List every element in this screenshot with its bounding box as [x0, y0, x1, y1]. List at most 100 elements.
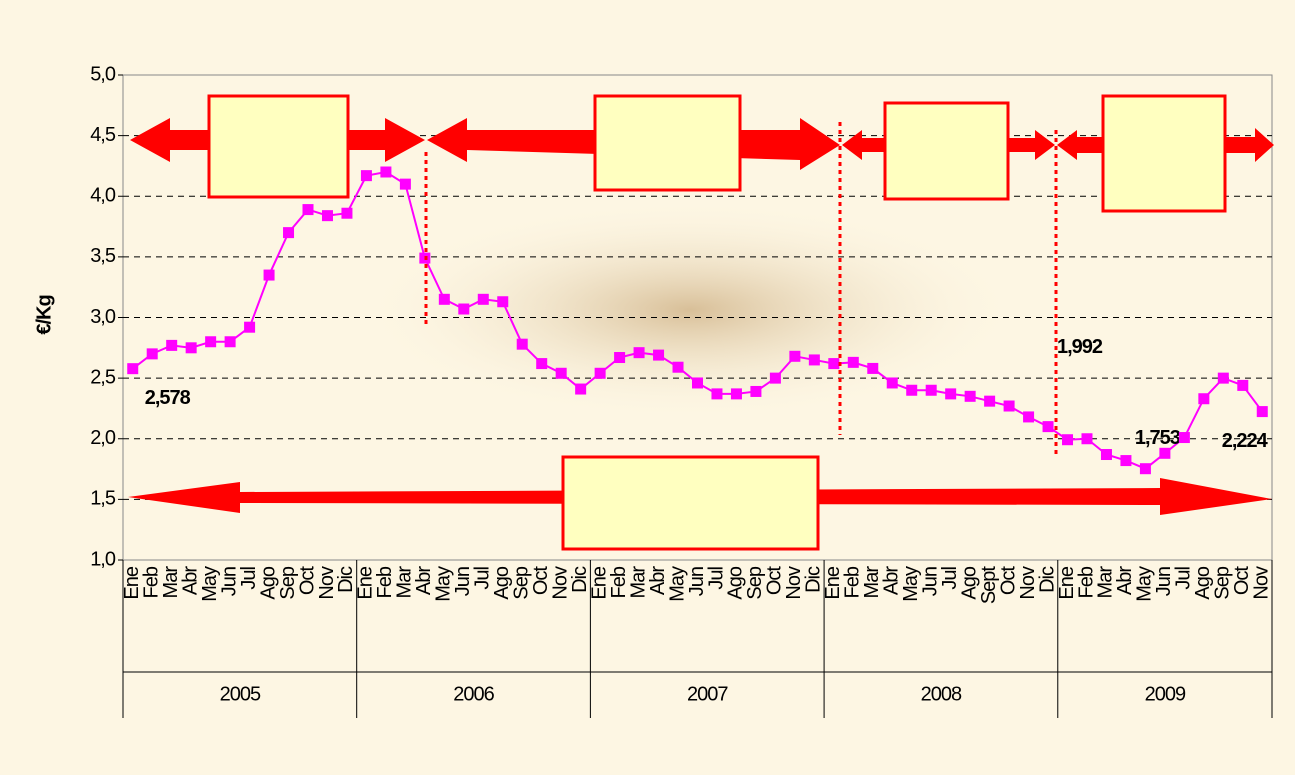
group-label: 2007 [687, 683, 728, 705]
y-tick-label: 1,5 [90, 488, 116, 510]
y-tick-label: 2,0 [90, 427, 116, 449]
grid: 1,0 1,5 2,0 2,5 3,0 3,5 4,0 4,5 5,0 [90, 63, 1272, 570]
data-point [458, 303, 470, 315]
box [593, 94, 742, 192]
data-point [380, 166, 392, 178]
data-point [244, 321, 256, 333]
box [1101, 94, 1227, 213]
x-tick-label: Abr [413, 566, 435, 595]
x-tick-label: Ago [1192, 566, 1214, 599]
data-point [1042, 421, 1054, 433]
data-point [555, 367, 567, 379]
x-tick-label: Jul [939, 566, 961, 589]
data-point [438, 293, 450, 305]
data-point [730, 388, 742, 400]
data-point [1120, 455, 1132, 467]
x-tick-label: Ago [958, 566, 980, 599]
data-point [1198, 393, 1210, 405]
x-tick-label: Sept [978, 566, 1000, 605]
x-tick-label: Abr [881, 566, 903, 595]
data-point [906, 384, 918, 396]
x-tick-label: Dic [569, 566, 591, 593]
data-label: 1,753 [1135, 427, 1181, 449]
x-tick-label: May [199, 566, 221, 602]
data-point [321, 210, 333, 222]
y-tick-label: 1,0 [90, 548, 116, 570]
x-tick-label: Ago [257, 566, 279, 599]
x-tick-label: Feb [842, 566, 864, 598]
box [207, 94, 350, 199]
x-tick-label: Sep [744, 566, 766, 599]
x-tick-label: May [900, 566, 922, 602]
x-tick-label: Oct [764, 566, 786, 596]
data-point [575, 383, 587, 395]
data-point [653, 349, 665, 361]
x-tick-label: Nov [549, 566, 571, 600]
decorations [128, 94, 1274, 551]
data-point [945, 388, 957, 400]
data-point [692, 377, 703, 389]
data-point [360, 170, 372, 182]
x-tick-label: Feb [1075, 566, 1097, 598]
data-point [1081, 433, 1093, 445]
group-label: 2008 [921, 683, 962, 705]
y-tick-label: 3,5 [90, 245, 116, 267]
x-tick-label: Oct [530, 566, 552, 596]
x-tick-label: Mar [1095, 566, 1117, 599]
data-point [964, 390, 976, 402]
x-tick-label: Sep [511, 566, 533, 599]
data-point [399, 178, 411, 190]
data-label: 1,992 [1057, 336, 1103, 358]
y-tick-label: 2,5 [90, 366, 116, 388]
data-point [536, 358, 548, 370]
group-label: 2006 [453, 683, 494, 705]
x-tick-label: Jun [452, 567, 474, 596]
data-point [341, 207, 353, 219]
x-tick-label: Feb [140, 566, 162, 598]
data-point [1003, 400, 1015, 412]
x-tick-label: Jul [1173, 566, 1195, 589]
data-point [185, 342, 197, 354]
data-point [224, 336, 236, 348]
x-tick-label: May [1134, 566, 1156, 602]
y-tick-label: 3,0 [90, 306, 116, 328]
x-tick-label: Abr [1114, 566, 1136, 595]
x-tick-label: Jun [919, 567, 941, 596]
x-tick-label: Nov [1017, 566, 1039, 600]
x-tick-label: Nov [316, 566, 338, 600]
x-tick-label: Sep [1212, 566, 1234, 599]
x-tick-label: Feb [608, 566, 630, 598]
data-point [497, 296, 509, 308]
x-tick-label: Jun [686, 567, 708, 596]
x-tick-label: Jun [1153, 567, 1175, 596]
data-point [1178, 432, 1190, 444]
data-label: 2,578 [145, 387, 191, 409]
y-axis-label: €/Kg [33, 295, 55, 334]
x-tick-label: Nov [1251, 566, 1273, 600]
data-point [166, 339, 178, 351]
data-point [127, 363, 139, 375]
x-tick-label: Dic [803, 566, 825, 593]
data-point [925, 384, 937, 396]
data-point [594, 367, 606, 379]
x-tick-label: Jul [705, 566, 727, 589]
x-tick-label: Ago [725, 566, 747, 599]
x-tick-label: Dic [335, 566, 357, 593]
x-tick-label: Oct [997, 566, 1019, 596]
x-tick-label: Mar [861, 566, 883, 599]
data-point [1237, 379, 1249, 391]
x-tick-label: Dic [1036, 566, 1058, 593]
data-point [614, 352, 626, 364]
data-point [205, 336, 217, 348]
data-point [283, 227, 295, 239]
data-point [672, 361, 684, 373]
data-point [1256, 406, 1268, 418]
data-point [1217, 372, 1229, 384]
data-point [1139, 463, 1151, 475]
y-tick-label: 4,5 [90, 124, 116, 146]
x-tick-label: Oct [1231, 566, 1253, 596]
data-point [263, 269, 275, 281]
data-point [302, 204, 314, 216]
box [883, 101, 1010, 201]
